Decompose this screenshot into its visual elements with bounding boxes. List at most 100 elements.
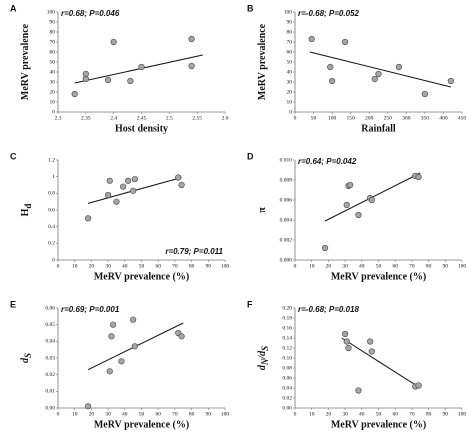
x-tick-label: 10 <box>72 411 78 417</box>
x-tick-label: 450 <box>458 115 467 121</box>
point <box>308 35 315 43</box>
x-tick-label: 90 <box>206 263 212 269</box>
point <box>127 77 134 85</box>
point <box>415 173 422 181</box>
x-tick-label: 70 <box>409 411 415 417</box>
x-tick-label: 60 <box>155 263 161 269</box>
y-tick-label: 0.00 <box>45 405 55 411</box>
y-tick-label: 70 <box>50 39 56 45</box>
point <box>343 338 350 345</box>
point <box>130 187 137 194</box>
y-tick-label: 80 <box>50 29 56 35</box>
y-axis-label-part: d <box>20 357 31 363</box>
y-axis-label-part: d <box>23 204 33 209</box>
y-tick-label: 0.2 <box>48 241 55 247</box>
x-axis-label: MeRV prevalence (%) <box>331 419 426 430</box>
x-tick-label: 70 <box>172 263 178 269</box>
point <box>343 201 350 209</box>
x-axis-label: Host density <box>115 123 168 134</box>
point <box>355 211 362 219</box>
point <box>118 358 125 365</box>
point <box>130 316 137 323</box>
point <box>125 177 132 184</box>
y-tick-label: 20 <box>287 89 293 95</box>
y-tick-label: 0.10 <box>282 355 292 361</box>
y-axis-label-part: N <box>260 358 270 366</box>
x-tick-label: 50 <box>376 263 382 269</box>
annotation: r=0.64; P=0.042 <box>298 157 357 166</box>
x-tick-label: 30 <box>342 263 348 269</box>
x-tick-label: 0 <box>294 411 297 417</box>
point <box>120 183 127 190</box>
x-tick-label: 30 <box>342 411 348 417</box>
y-axis-label: Hd <box>20 204 33 217</box>
y-tick-label: 0.14 <box>282 335 292 341</box>
point <box>329 77 336 85</box>
point <box>188 35 195 43</box>
x-tick-label: 300 <box>402 115 411 121</box>
y-tick-label: 70 <box>287 39 293 45</box>
y-axis-label-part: MeRV prevalence <box>20 23 31 100</box>
y-tick-label: 0.02 <box>282 395 292 401</box>
y-axis-label-part: MeRV prevalence <box>257 23 268 100</box>
point <box>108 333 115 340</box>
y-tick-label: 0.12 <box>282 345 292 351</box>
y-axis-label-part: d <box>257 364 268 370</box>
annotation: r=-0.68; P=0.018 <box>298 305 359 314</box>
x-tick-label: 20 <box>326 411 332 417</box>
y-tick-label: 0.08 <box>282 365 292 371</box>
y-axis-label: dN/dS <box>257 346 270 370</box>
point <box>84 403 92 410</box>
y-tick-label: 0.03 <box>45 355 55 361</box>
point <box>175 174 182 181</box>
y-tick-label: 0.06 <box>45 305 55 311</box>
x-tick-label: 40 <box>122 411 128 417</box>
x-tick-label: 20 <box>89 263 95 269</box>
y-tick-label: 0 <box>289 109 292 115</box>
x-tick-label: 10 <box>309 263 315 269</box>
point <box>415 382 422 389</box>
y-tick-label: 50 <box>50 59 56 65</box>
x-tick-label: 2.55 <box>192 115 202 121</box>
y-tick-label: 0.00 <box>282 405 292 411</box>
x-tick-label: 80 <box>189 263 195 269</box>
x-tick-label: 60 <box>155 411 161 417</box>
point <box>178 181 185 189</box>
x-tick-label: 150 <box>347 115 356 121</box>
x-tick-label: 60 <box>392 411 398 417</box>
y-axis-label-part: /d <box>257 350 268 360</box>
point <box>327 63 334 71</box>
point <box>131 343 138 350</box>
point <box>178 333 185 340</box>
y-axis-label: dS <box>20 353 33 363</box>
point <box>368 348 375 355</box>
x-tick-label: 80 <box>426 263 432 269</box>
y-tick-label: 1.2 <box>48 157 55 163</box>
y-tick-label: 100 <box>47 9 56 15</box>
trend-line <box>309 51 451 88</box>
x-tick-label: 100 <box>221 411 230 417</box>
x-tick-label: 100 <box>458 263 467 269</box>
x-tick-label: 50 <box>139 263 145 269</box>
x-tick-label: 0 <box>294 115 297 121</box>
y-axis-label-part: H <box>20 208 31 216</box>
x-tick-label: 2.4 <box>110 115 117 121</box>
y-tick-label: 30 <box>50 79 56 85</box>
y-tick-label: 0.20 <box>282 305 292 311</box>
y-tick-label: 0.008 <box>280 177 293 183</box>
y-axis-label-part: π <box>257 207 268 213</box>
y-tick-label: 30 <box>287 79 293 85</box>
x-tick-label: 60 <box>392 263 398 269</box>
annotation: r=0.79; P=0.011 <box>165 247 223 256</box>
x-tick-label: 20 <box>89 411 95 417</box>
point <box>104 76 112 84</box>
point <box>371 75 378 83</box>
x-tick-label: 200 <box>365 115 374 121</box>
point <box>345 344 352 352</box>
x-tick-label: 40 <box>359 411 365 417</box>
panel-letter: B <box>247 3 254 13</box>
x-tick-label: 90 <box>206 411 212 417</box>
x-tick-label: 90 <box>443 263 449 269</box>
point <box>131 176 138 183</box>
